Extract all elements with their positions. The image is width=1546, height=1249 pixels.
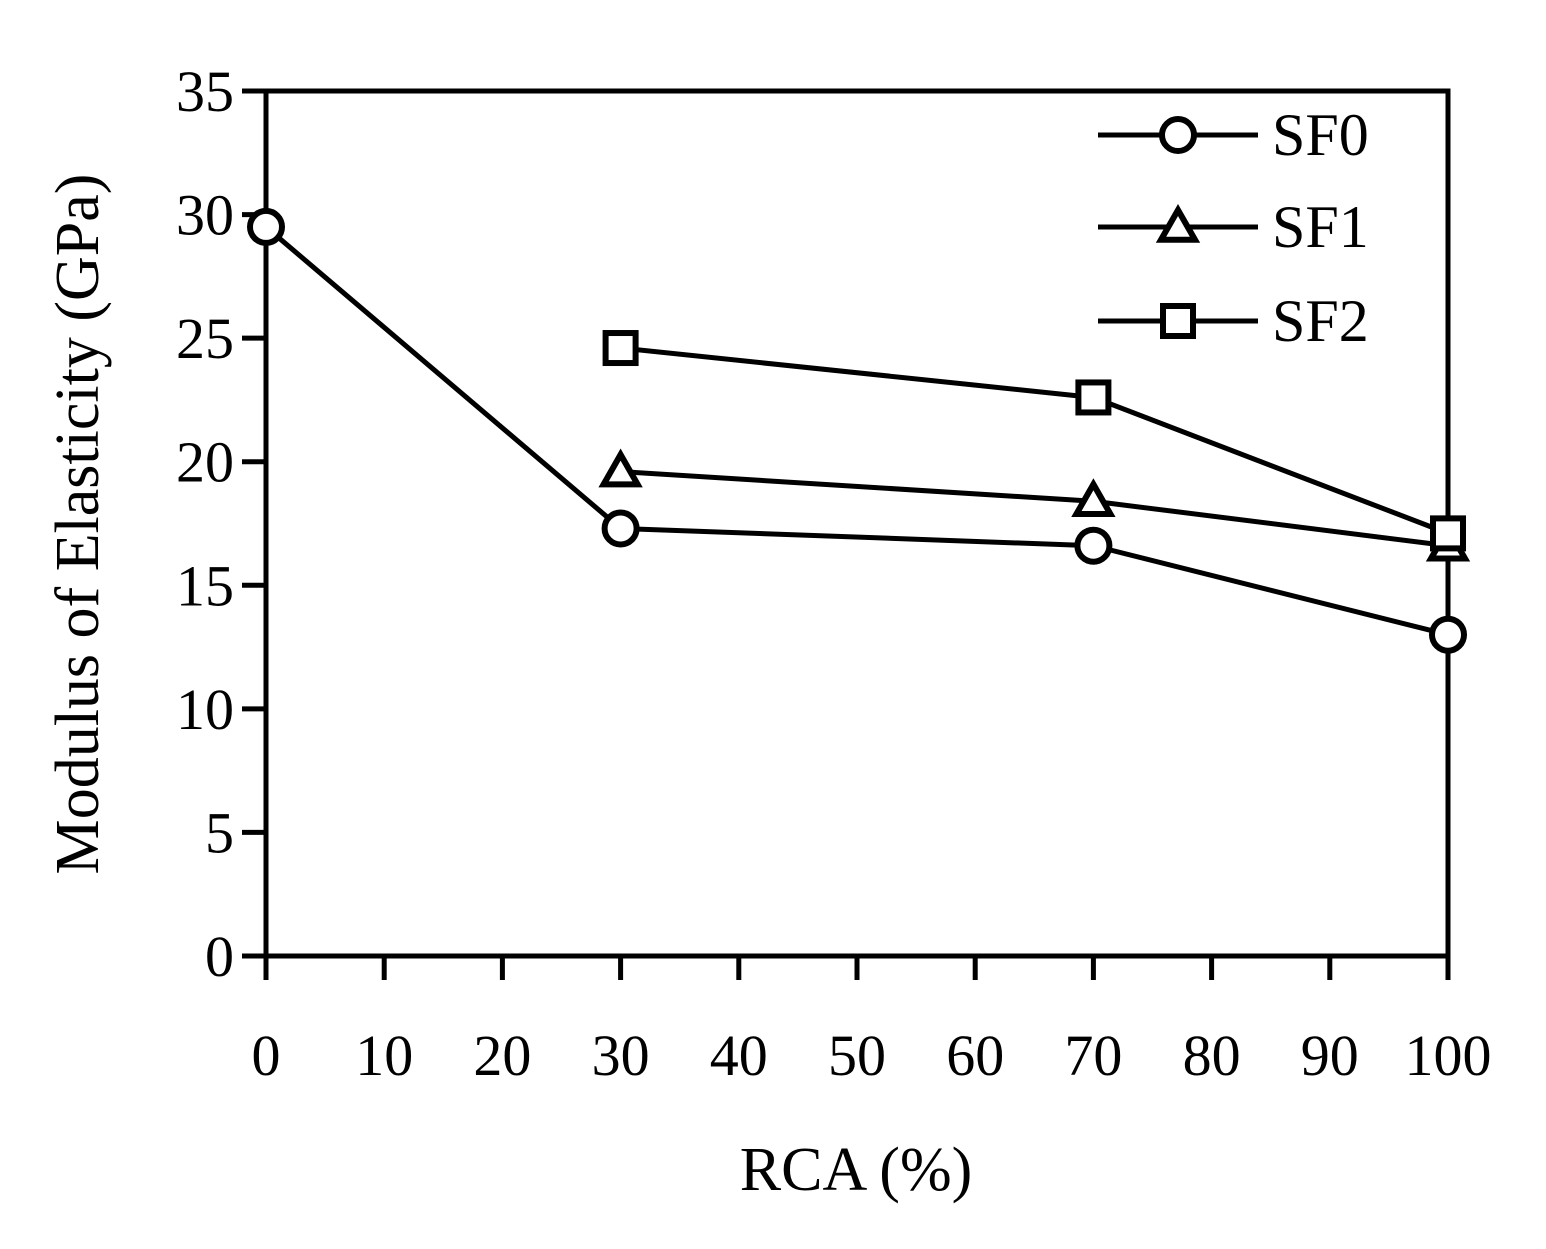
x-tick-label: 70 <box>1064 1023 1122 1088</box>
legend-marker-sf2 <box>1160 303 1196 339</box>
y-tick-label: 30 <box>176 183 234 248</box>
y-axis: 0 5 10 15 20 25 30 35 <box>176 59 266 989</box>
x-tick-label: 60 <box>946 1023 1004 1088</box>
series-sf0 <box>247 207 1467 654</box>
legend-item-sf0: SF0 <box>1098 102 1369 168</box>
data-point-sf0 <box>247 207 285 246</box>
y-axis-title: Modulus of Elasticity (GPa) <box>44 174 112 875</box>
series-group <box>247 207 1471 654</box>
series-sf2 <box>602 330 1466 552</box>
x-tick-label: 40 <box>710 1023 768 1088</box>
x-tick-label: 90 <box>1301 1023 1359 1088</box>
x-tick-label: 20 <box>473 1023 531 1088</box>
legend-item-sf1: SF1 <box>1098 194 1369 260</box>
legend: SF0 SF1 SF2 <box>1098 102 1369 354</box>
x-tick-label: 10 <box>355 1023 413 1088</box>
legend-label-sf0: SF0 <box>1272 102 1369 168</box>
legend-label-sf2: SF2 <box>1272 288 1369 354</box>
legend-marker-sf1 <box>1155 203 1201 243</box>
x-tick-label: 0 <box>252 1023 281 1088</box>
y-tick-label: 35 <box>176 59 234 124</box>
y-tick-label: 20 <box>176 430 234 495</box>
x-tick-label: 50 <box>828 1023 886 1088</box>
series-line-sf2 <box>620 345 1449 536</box>
data-point-sf0 <box>1074 526 1113 565</box>
data-point-sf0 <box>601 509 640 548</box>
series-line-sf0 <box>264 225 1449 638</box>
y-tick-label: 25 <box>176 306 234 371</box>
x-axis-title: RCA (%) <box>740 1136 973 1204</box>
x-tick-label: 30 <box>592 1023 650 1088</box>
data-point-sf1 <box>1071 478 1116 518</box>
x-tick-label: 80 <box>1183 1023 1241 1088</box>
y-tick-label: 5 <box>205 800 234 865</box>
x-axis: 0 10 20 30 40 50 60 70 80 90 100 <box>252 956 1492 1088</box>
y-tick-label: 10 <box>176 677 234 742</box>
data-point-sf1 <box>598 448 643 488</box>
data-point-sf2 <box>1430 515 1466 552</box>
data-point-sf0 <box>1429 615 1467 654</box>
legend-label-sf1: SF1 <box>1272 194 1369 260</box>
data-point-sf2 <box>1075 379 1112 416</box>
legend-marker-sf0 <box>1159 116 1197 154</box>
y-tick-label: 0 <box>205 924 234 989</box>
x-tick-label: 100 <box>1405 1023 1492 1088</box>
y-tick-label: 15 <box>176 553 234 618</box>
legend-item-sf2: SF2 <box>1098 288 1369 354</box>
data-point-sf2 <box>602 330 639 367</box>
